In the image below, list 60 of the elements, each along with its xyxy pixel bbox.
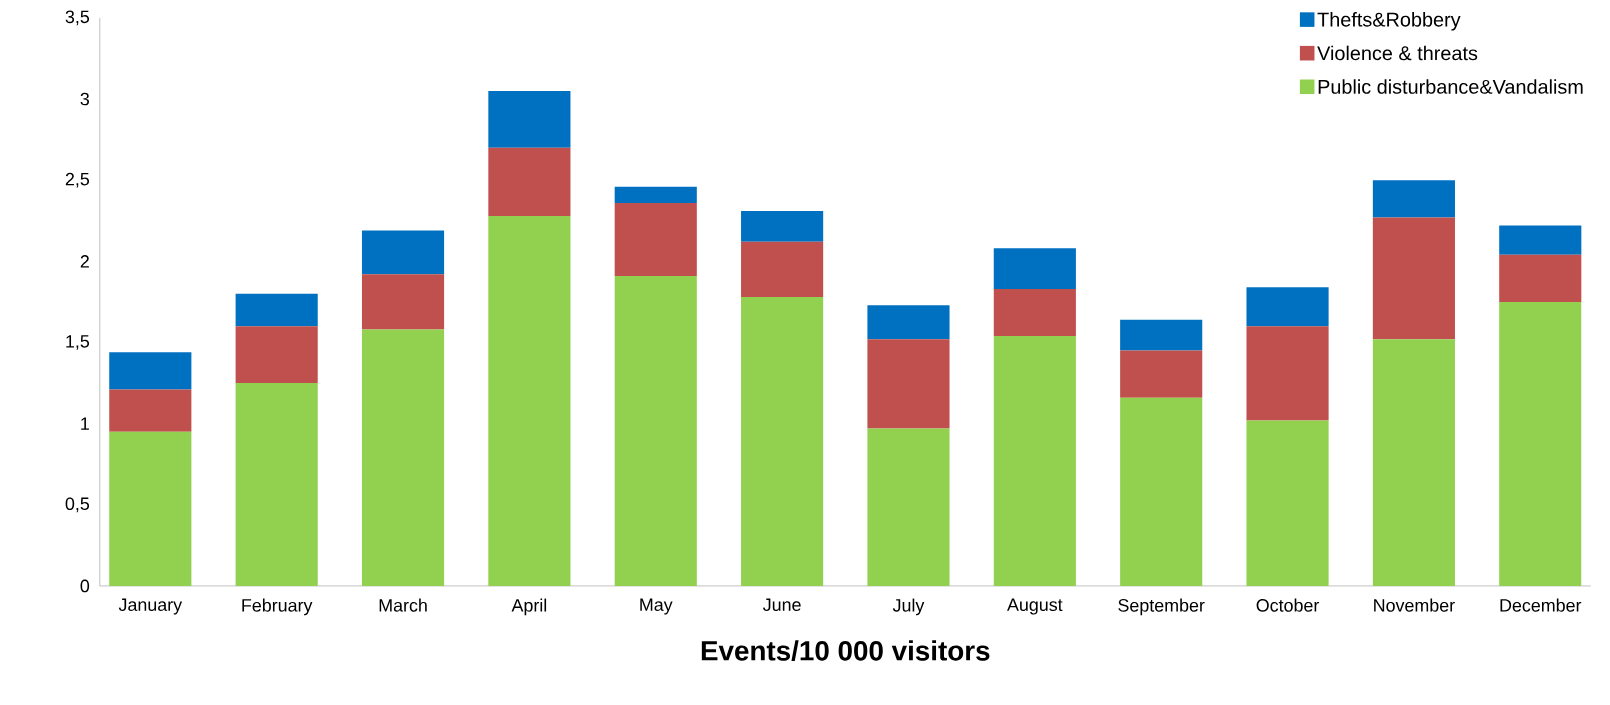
x-tick-label: January bbox=[118, 598, 183, 615]
bar bbox=[1120, 319, 1203, 351]
bar bbox=[1120, 397, 1203, 586]
bar bbox=[867, 428, 950, 586]
bar bbox=[993, 248, 1076, 289]
legend-label: Violence & threats bbox=[1317, 45, 1478, 61]
x-tick-label: November bbox=[1374, 598, 1455, 612]
bar bbox=[361, 329, 445, 586]
bar bbox=[993, 288, 1076, 336]
y-tick-label: 0 bbox=[80, 579, 90, 593]
bar bbox=[109, 352, 192, 390]
bar bbox=[741, 241, 824, 297]
bar bbox=[361, 274, 445, 330]
y-tick-label: 2 bbox=[80, 255, 89, 268]
y-tick-label: 1 bbox=[81, 417, 89, 430]
x-tick-label: March bbox=[379, 598, 427, 612]
x-tick-label: December bbox=[1500, 598, 1582, 612]
x-axis-title: Events/10 000 visitors bbox=[701, 640, 990, 661]
y-tick-label: 3 bbox=[80, 92, 90, 106]
bar bbox=[109, 389, 192, 432]
bar bbox=[1120, 350, 1203, 398]
legend-label: Public disturbance&Vandalism bbox=[1318, 79, 1583, 94]
bar bbox=[867, 339, 950, 429]
x-tick-label: June bbox=[763, 598, 801, 611]
bar bbox=[1499, 301, 1582, 586]
bar bbox=[1246, 420, 1329, 586]
bar bbox=[1499, 225, 1582, 255]
bar bbox=[867, 305, 950, 340]
bar bbox=[741, 296, 824, 586]
x-tick-label: February bbox=[242, 598, 313, 616]
y-tick-label: 2,5 bbox=[65, 172, 90, 188]
x-tick-label: September bbox=[1118, 598, 1205, 616]
bar bbox=[109, 431, 192, 586]
legend-label: Thefts&Robbery bbox=[1317, 12, 1461, 31]
bar bbox=[235, 326, 318, 383]
bar bbox=[235, 383, 318, 586]
bar bbox=[1499, 254, 1582, 302]
bar bbox=[1246, 287, 1329, 327]
bar bbox=[488, 90, 571, 148]
x-tick-label: August bbox=[1007, 598, 1063, 615]
y-tick-label: 0,5 bbox=[65, 497, 90, 513]
y-tick-label: 1,5 bbox=[66, 335, 90, 350]
bar bbox=[1372, 339, 1455, 586]
x-tick-label: July bbox=[892, 598, 925, 616]
bar bbox=[993, 335, 1076, 586]
bar bbox=[488, 215, 571, 586]
x-tick-label: October bbox=[1256, 598, 1320, 612]
y-tick-label: 3,5 bbox=[65, 10, 90, 26]
bar bbox=[235, 293, 318, 327]
bar bbox=[1372, 217, 1455, 340]
bar bbox=[488, 147, 571, 216]
bar bbox=[361, 230, 445, 275]
bar bbox=[741, 210, 824, 242]
bar bbox=[614, 275, 697, 586]
bar bbox=[1372, 180, 1455, 218]
bar bbox=[1246, 326, 1329, 421]
x-tick-label: April bbox=[511, 598, 547, 616]
x-tick-label: May bbox=[640, 598, 673, 615]
bar bbox=[614, 186, 697, 203]
bar bbox=[614, 202, 697, 276]
